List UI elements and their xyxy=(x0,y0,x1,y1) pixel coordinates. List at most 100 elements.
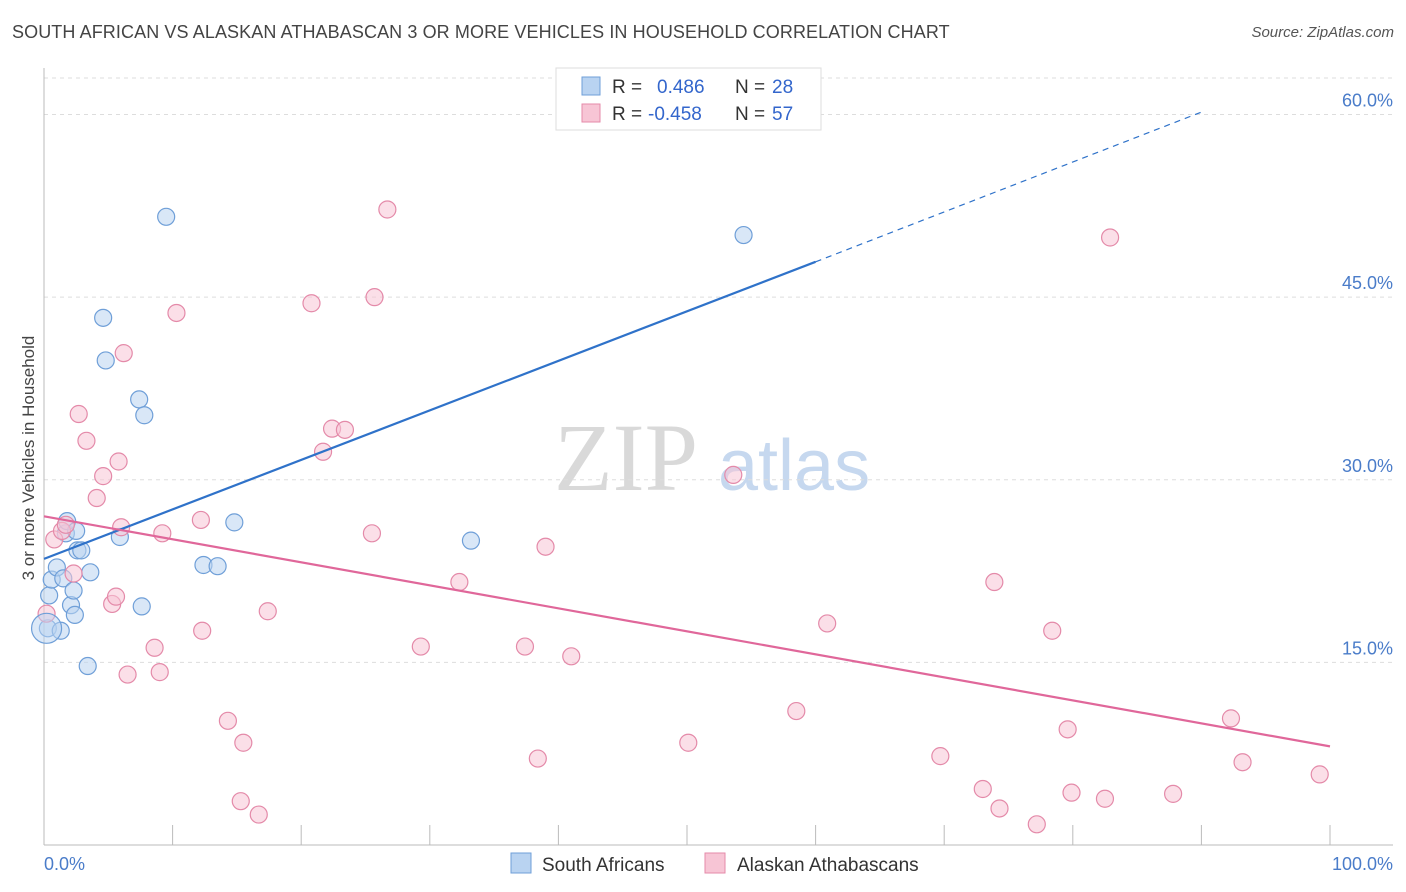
data-point xyxy=(145,638,164,657)
data-point xyxy=(734,225,753,245)
legend-label-alaskan-athabascans: Alaskan Athabascans xyxy=(737,855,919,876)
y-tick-label: 15.0% xyxy=(1342,638,1393,658)
stats-legend-swatch-pink xyxy=(581,103,601,123)
data-point xyxy=(96,351,115,370)
data-point xyxy=(1062,783,1081,802)
data-point xyxy=(118,665,137,684)
data-point xyxy=(1095,789,1115,808)
data-point xyxy=(130,390,149,409)
stats-n-label-pink: N = xyxy=(735,104,765,125)
data-point xyxy=(208,557,227,576)
data-point xyxy=(1221,709,1241,728)
data-point xyxy=(114,344,133,363)
x-tick-label-min: 0.0% xyxy=(44,854,85,874)
stats-n-label-blue: N = xyxy=(735,77,765,98)
data-point xyxy=(64,564,83,583)
data-point xyxy=(77,431,96,450)
y-tick-label: 45.0% xyxy=(1342,273,1393,293)
data-point xyxy=(109,452,128,471)
data-point xyxy=(150,663,169,682)
data-point xyxy=(87,488,106,508)
data-point xyxy=(1027,815,1046,834)
stats-r-value-pink: -0.458 xyxy=(648,104,702,125)
data-point xyxy=(515,637,535,656)
data-point xyxy=(562,647,581,666)
data-point xyxy=(990,799,1009,818)
data-points xyxy=(30,200,1329,834)
stats-n-value-blue: 28 xyxy=(772,77,793,98)
data-point-large xyxy=(30,612,63,644)
data-point xyxy=(132,597,151,616)
data-point xyxy=(81,563,100,582)
data-point xyxy=(461,531,481,550)
y-axis-label: 3 or more Vehicles in Household xyxy=(19,336,38,581)
x-tick-labels: 0.0% 100.0% xyxy=(44,854,1393,874)
data-point xyxy=(69,404,88,424)
data-point xyxy=(679,733,698,752)
y-tick-labels: 15.0% 30.0% 45.0% 60.0% xyxy=(1342,91,1393,659)
data-point xyxy=(1233,753,1252,772)
stats-r-label-blue: R = xyxy=(612,77,642,98)
stats-legend-swatch-blue xyxy=(581,76,601,96)
trend-line xyxy=(43,515,1331,748)
source-credit: Source: ZipAtlas.com xyxy=(1251,24,1394,41)
data-point xyxy=(787,701,806,721)
data-point xyxy=(985,572,1004,592)
data-point xyxy=(191,510,210,530)
data-point xyxy=(1058,720,1077,739)
data-point xyxy=(973,779,992,799)
data-point xyxy=(818,614,837,633)
data-point xyxy=(411,637,430,656)
data-point xyxy=(365,288,384,307)
trend-lines xyxy=(43,111,1331,748)
data-point xyxy=(258,602,277,621)
data-point xyxy=(106,587,126,606)
data-point xyxy=(94,467,113,486)
data-point xyxy=(193,621,212,640)
data-point xyxy=(157,207,176,226)
data-point xyxy=(234,733,253,752)
data-point xyxy=(231,792,250,811)
stats-n-value-pink: 57 xyxy=(772,104,793,125)
data-point xyxy=(335,420,355,439)
data-point xyxy=(94,308,113,327)
data-point xyxy=(1100,228,1120,247)
data-point xyxy=(536,537,555,556)
data-point xyxy=(931,747,950,766)
chart-title: SOUTH AFRICAN VS ALASKAN ATHABASCAN 3 OR… xyxy=(12,22,950,42)
data-point xyxy=(40,586,59,605)
data-point xyxy=(65,605,84,625)
gridlines xyxy=(44,77,1393,663)
series-legend: South Africans Alaskan Athabascans xyxy=(510,852,919,876)
data-point xyxy=(167,303,186,323)
data-point xyxy=(362,524,382,543)
data-point xyxy=(1164,784,1183,803)
data-point xyxy=(378,200,397,219)
data-point xyxy=(225,513,244,532)
legend-label-south-africans: South Africans xyxy=(542,855,665,876)
legend-swatch-alaskan-athabascans xyxy=(704,852,726,874)
trend-line-extension xyxy=(815,111,1202,263)
x-tick-label-max: 100.0% xyxy=(1332,854,1393,874)
stats-legend: R = 0.486 N = 28 R = -0.458 N = 57 xyxy=(555,67,822,131)
data-point xyxy=(78,656,97,676)
data-point xyxy=(724,465,743,484)
axes xyxy=(43,68,1393,846)
y-tick-label: 60.0% xyxy=(1342,91,1393,111)
y-tick-label: 30.0% xyxy=(1342,456,1393,476)
watermark: ZIP atlas xyxy=(554,404,870,511)
data-point xyxy=(1043,621,1062,640)
watermark-atlas: atlas xyxy=(718,426,870,506)
data-point xyxy=(249,805,268,824)
data-point xyxy=(135,406,154,425)
stats-r-value-blue: 0.486 xyxy=(657,77,705,98)
data-point xyxy=(1310,765,1329,784)
legend-swatch-south-africans xyxy=(510,852,532,874)
data-point xyxy=(528,749,547,768)
data-point xyxy=(302,294,321,313)
data-point xyxy=(218,711,237,730)
data-point xyxy=(450,572,469,592)
data-point xyxy=(64,581,83,600)
stats-r-label-pink: R = xyxy=(612,104,642,125)
